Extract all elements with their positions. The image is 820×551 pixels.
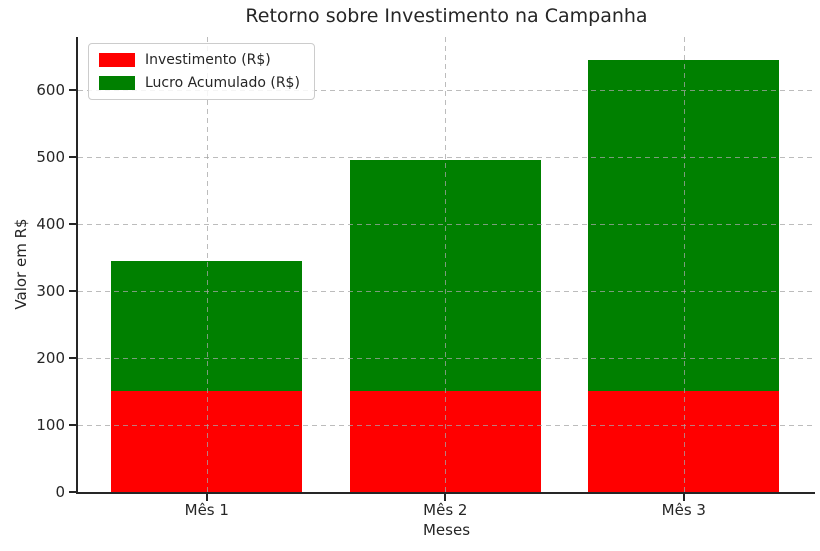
x-tick-label-m-s-1: Mês 1 <box>184 501 229 519</box>
y-tick-300 <box>69 289 76 292</box>
bar-segment-lucro-acumulado-r-m-s-3 <box>588 59 780 392</box>
x-axis-spine <box>76 492 815 494</box>
legend-swatch-icon <box>99 53 135 67</box>
gridline-y-200 <box>78 357 815 359</box>
x-tick-m-s-3 <box>682 494 685 501</box>
gridline-x-m-s-2 <box>445 37 447 492</box>
x-tick-label-m-s-2: Mês 2 <box>423 501 468 519</box>
y-tick-label-200: 200 <box>36 348 65 367</box>
y-tick-label-100: 100 <box>36 415 65 434</box>
y-tick-200 <box>69 356 76 359</box>
x-axis-label: Meses <box>422 521 471 539</box>
chart-title: Retorno sobre Investimento na Campanha <box>245 5 648 27</box>
y-tick-500 <box>69 155 76 158</box>
gridline-x-m-s-3 <box>683 37 685 492</box>
y-tick-600 <box>69 88 76 91</box>
legend-label: Investimento (R$) <box>145 52 271 68</box>
legend: Investimento (R$) Lucro Acumulado (R$) <box>88 43 315 100</box>
gridline-y-600 <box>78 89 815 91</box>
x-tick-label-m-s-3: Mês 3 <box>661 501 706 519</box>
gridline-y-500 <box>78 156 815 158</box>
x-tick-m-s-1 <box>205 494 208 501</box>
legend-label: Lucro Acumulado (R$) <box>145 75 300 91</box>
legend-entry-lucro-acumulado-r: Lucro Acumulado (R$) <box>99 75 300 91</box>
gridline-y-400 <box>78 223 815 225</box>
y-tick-400 <box>69 222 76 225</box>
x-tick-m-s-2 <box>444 494 447 501</box>
bar-segment-investimento-r-m-s-2 <box>349 391 541 492</box>
y-tick-100 <box>69 423 76 426</box>
y-tick-label-600: 600 <box>36 80 65 99</box>
legend-entry-investimento-r: Investimento (R$) <box>99 52 300 68</box>
bar-segment-investimento-r-m-s-3 <box>588 391 780 492</box>
legend-swatch-icon <box>99 76 135 90</box>
plot-area: Investimento (R$) Lucro Acumulado (R$) 0 1… <box>36 37 815 519</box>
y-tick-label-400: 400 <box>36 214 65 233</box>
gridline-y-300 <box>78 290 815 292</box>
y-axis-label: Valor em R$ <box>12 218 30 310</box>
y-tick-label-500: 500 <box>36 147 65 166</box>
y-axis-spine <box>76 37 78 494</box>
y-tick-0 <box>69 491 76 493</box>
y-tick-label-0: 0 <box>55 483 65 501</box>
gridline-y-100 <box>78 424 815 426</box>
gridline-x-m-s-1 <box>206 37 208 492</box>
bar-segment-lucro-acumulado-r-m-s-2 <box>349 160 541 392</box>
y-tick-label-300: 300 <box>36 281 65 300</box>
